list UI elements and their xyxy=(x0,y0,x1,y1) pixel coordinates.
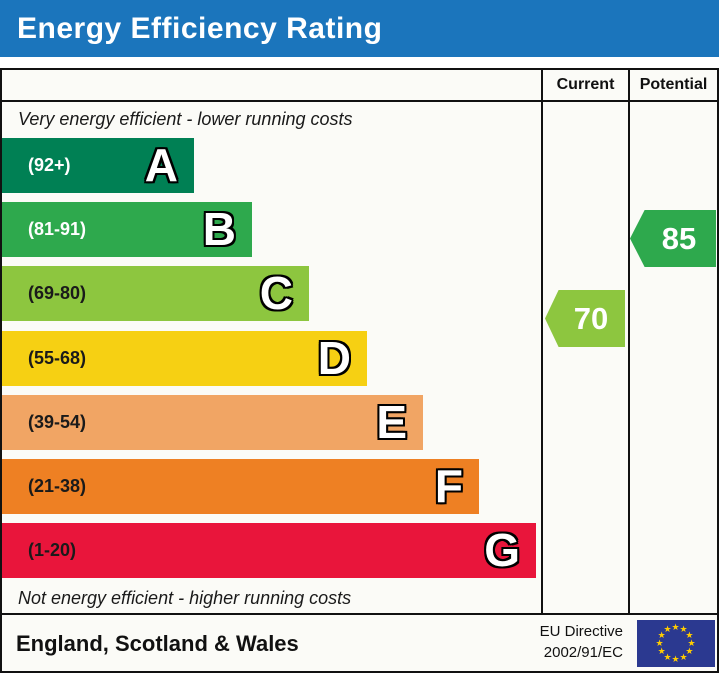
eu-directive-label: EU Directive 2002/91/EC xyxy=(540,621,623,663)
title-bar: Energy Efficiency Rating xyxy=(0,0,719,57)
current-rating-arrow: 70 xyxy=(545,290,625,347)
eu-flag-star: ★ xyxy=(663,624,672,635)
eu-directive-line1: EU Directive xyxy=(539,623,623,640)
header-divider xyxy=(2,100,717,102)
band-g: (1-20) G xyxy=(2,523,536,578)
column-header-current: Current xyxy=(556,76,615,93)
band-g-range: (1-20) xyxy=(28,540,77,560)
band-f-letter: F xyxy=(434,460,463,512)
eu-flag-star: ★ xyxy=(685,646,694,656)
eu-flag-star: ★ xyxy=(685,630,694,640)
band-g-letter: G xyxy=(484,524,520,576)
current-column-divider xyxy=(541,70,543,613)
band-d: (55-68) D xyxy=(2,331,367,386)
band-e-range: (39-54) xyxy=(28,412,87,432)
potential-rating-arrow: 85 xyxy=(630,210,716,267)
current-rating-value: 70 xyxy=(573,300,609,336)
eu-flag-star: ★ xyxy=(657,646,666,656)
band-f-range: (21-38) xyxy=(28,476,87,496)
bottom-caption: Not energy efficient - higher running co… xyxy=(18,588,352,608)
column-header-potential: Potential xyxy=(639,76,708,93)
footer-region-label: England, Scotland & Wales xyxy=(16,631,299,656)
eu-flag-star: ★ xyxy=(657,630,666,640)
eu-flag-star: ★ xyxy=(671,622,680,632)
page-title: Energy Efficiency Rating xyxy=(17,11,383,45)
eu-flag-star: ★ xyxy=(663,651,672,662)
band-b-letter: B xyxy=(202,203,236,255)
band-c: (69-80) C xyxy=(2,266,309,321)
band-e: (39-54) E xyxy=(2,395,423,450)
eu-flag-star: ★ xyxy=(687,638,696,648)
band-a-letter: A xyxy=(144,139,178,191)
top-caption: Very energy efficient - lower running co… xyxy=(18,109,353,129)
band-e-letter: E xyxy=(376,396,407,448)
eu-directive-line2: 2002/91/EC xyxy=(543,644,623,661)
potential-column-divider xyxy=(628,70,630,613)
potential-rating-value: 85 xyxy=(661,220,697,256)
eu-flag-icon: ★ ★ ★ ★ ★ ★ ★ ★ ★ ★ ★ ★ xyxy=(637,620,715,667)
band-f: (21-38) F xyxy=(2,459,479,514)
band-c-range: (69-80) xyxy=(28,283,87,303)
band-d-letter: D xyxy=(317,332,351,384)
band-b: (81-91) B xyxy=(2,202,252,257)
eu-flag-star: ★ xyxy=(679,651,688,662)
eu-flag-star: ★ xyxy=(655,638,664,648)
footer-divider xyxy=(2,613,717,615)
band-d-range: (55-68) xyxy=(28,348,87,368)
eu-flag-star: ★ xyxy=(679,624,688,635)
eu-flag-star: ★ xyxy=(671,654,680,664)
band-a-range: (92+) xyxy=(28,155,71,175)
band-c-letter: C xyxy=(259,267,293,319)
band-a: (92+) A xyxy=(2,138,194,193)
band-b-range: (81-91) xyxy=(28,219,87,239)
